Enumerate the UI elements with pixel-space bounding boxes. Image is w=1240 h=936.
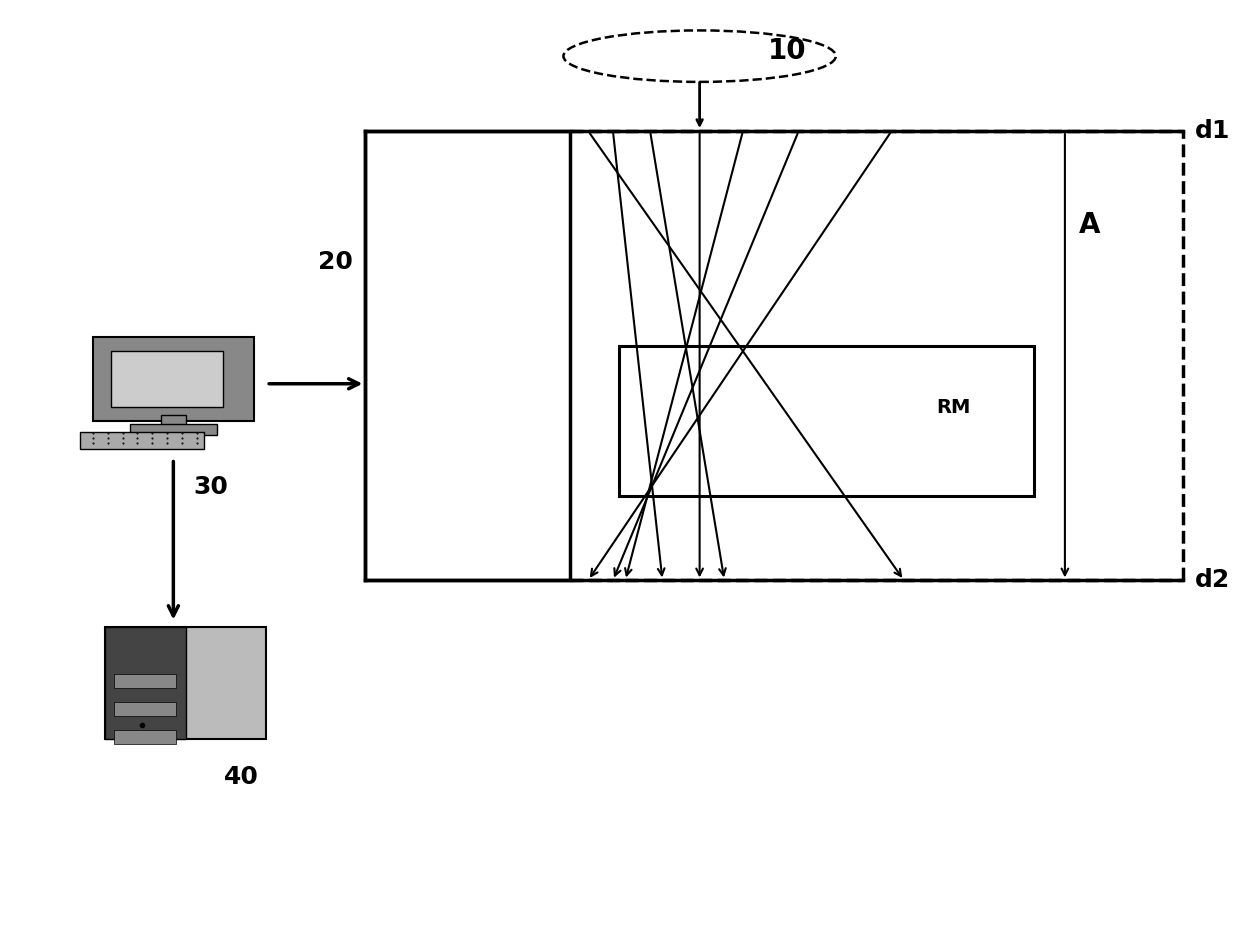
Text: d1: d1 — [1195, 119, 1230, 143]
Bar — [114, 674, 176, 688]
Bar — [81, 432, 205, 449]
Bar — [161, 415, 186, 426]
Text: 10: 10 — [768, 37, 806, 66]
Bar — [93, 337, 254, 421]
Text: 30: 30 — [193, 475, 228, 499]
Text: 40: 40 — [224, 765, 259, 789]
Bar — [105, 627, 267, 739]
Bar — [619, 346, 1034, 496]
Bar — [105, 627, 186, 739]
Bar — [366, 131, 569, 580]
Text: A: A — [1079, 211, 1100, 239]
Text: d2: d2 — [1195, 568, 1230, 592]
Bar — [114, 702, 176, 716]
Bar — [114, 730, 176, 744]
Bar — [112, 351, 223, 407]
Text: RM: RM — [936, 398, 971, 417]
Bar — [130, 424, 217, 435]
Text: 20: 20 — [317, 250, 353, 274]
